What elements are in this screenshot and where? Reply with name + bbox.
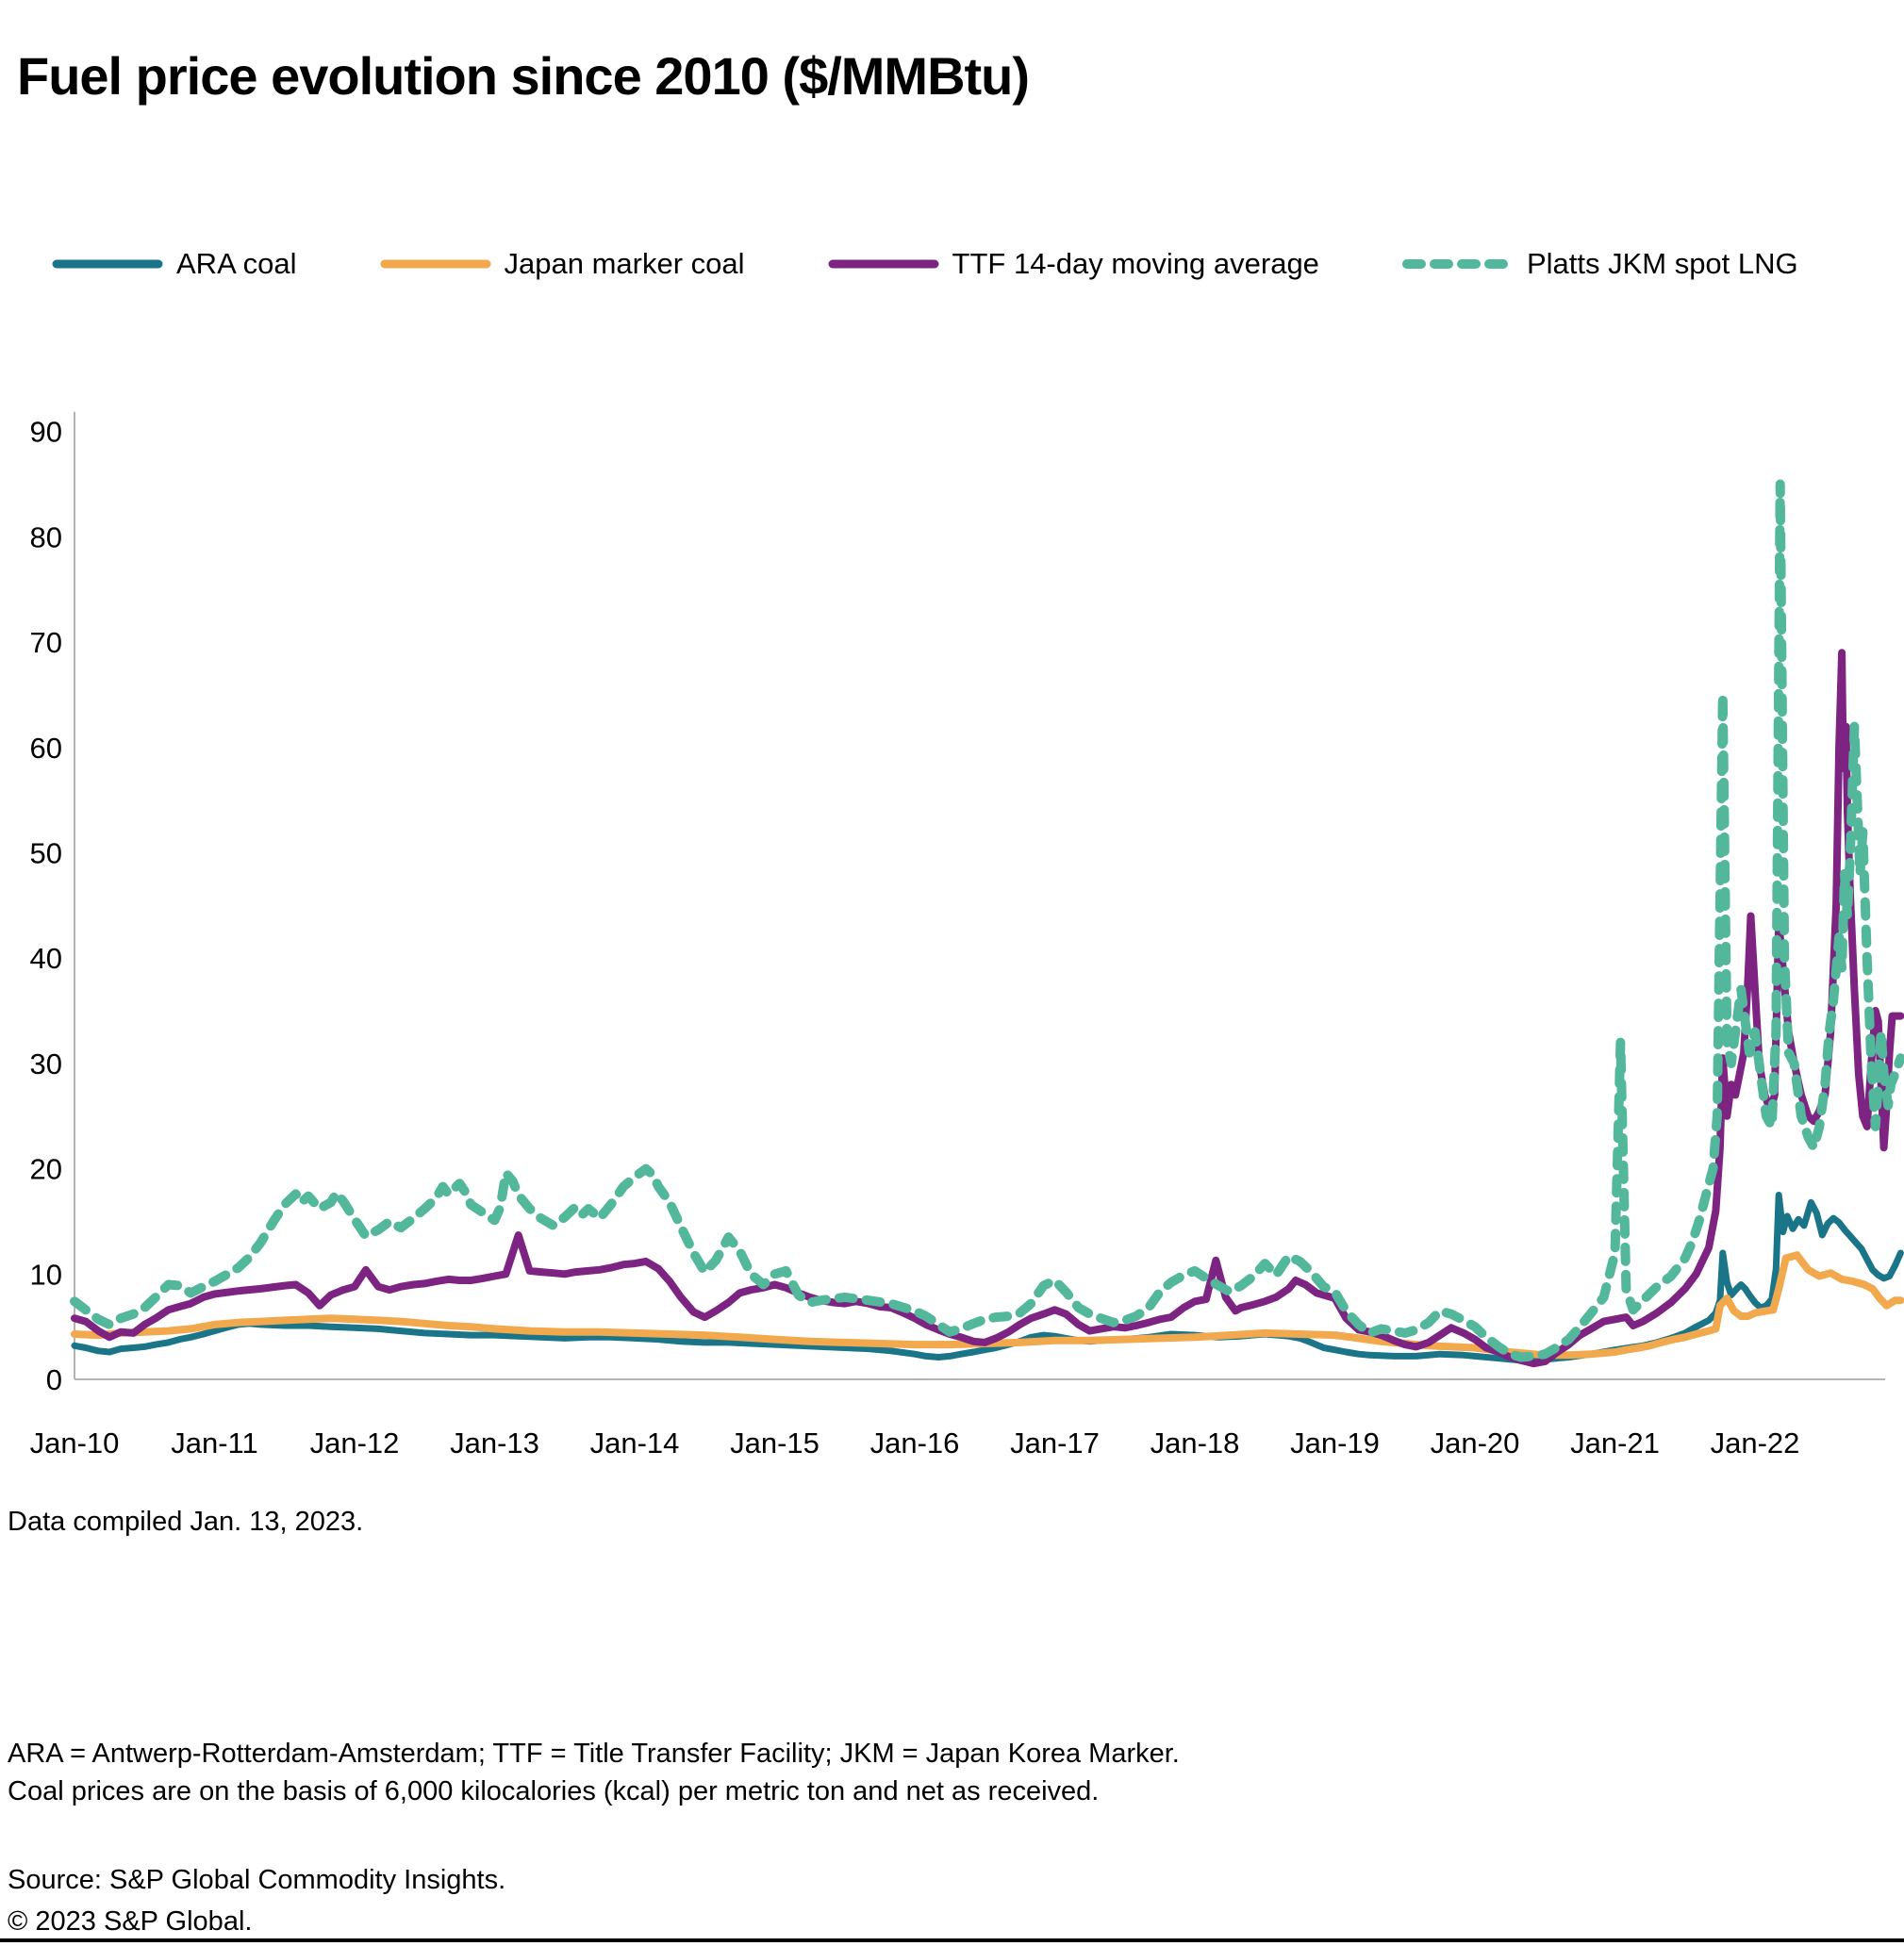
legend-label: Platts JKM spot LNG <box>1526 247 1798 280</box>
legend-label: ARA coal <box>176 247 297 280</box>
bottom-divider <box>0 1938 1904 1942</box>
source-note: Source: S&P Global Commodity Insights. <box>8 1865 506 1895</box>
x-tick-label: Jan-16 <box>870 1427 960 1460</box>
series-line-japan-marker-coal <box>71 1251 1904 1360</box>
y-tick-label: 20 <box>30 1153 62 1186</box>
x-tick-label: Jan-17 <box>1010 1427 1100 1460</box>
data-compiled-note: Data compiled Jan. 13, 2023. <box>8 1507 364 1537</box>
legend-item-ara-coal: ARA coal <box>52 247 297 281</box>
series-line-platts-jkm-spot-lng <box>70 479 1904 1362</box>
y-tick-label: 60 <box>30 732 62 765</box>
footnote: ARA = Antwerp-Rotterdam-Amsterdam; TTF =… <box>8 1735 1180 1810</box>
x-tick-label: Jan-18 <box>1151 1427 1240 1460</box>
legend-label: TTF 14-day moving average <box>952 247 1319 280</box>
chart-legend: ARA coal Japan marker coal TTF 14-day movi… <box>52 247 1895 281</box>
footnote-line-2: Coal prices are on the basis of 6,000 ki… <box>8 1776 1100 1806</box>
x-tick-label: Jan-13 <box>450 1427 539 1460</box>
legend-swatch-icon <box>828 259 939 269</box>
legend-item-japan-marker-coal: Japan marker coal <box>380 247 745 281</box>
x-tick-label: Jan-20 <box>1431 1427 1520 1460</box>
y-tick-label: 30 <box>30 1047 62 1080</box>
x-tick-label: Jan-11 <box>171 1427 258 1460</box>
x-tick-label: Jan-10 <box>30 1427 120 1460</box>
x-tick-label: Jan-21 <box>1570 1427 1660 1460</box>
x-tick-label: Jan-12 <box>310 1427 400 1460</box>
legend-swatch-icon <box>1401 259 1514 269</box>
copyright-note: © 2023 S&P Global. <box>8 1906 253 1937</box>
y-tick-label: 80 <box>30 520 62 553</box>
x-tick-label: Jan-15 <box>730 1427 820 1460</box>
legend-item-ttf-14-day-moving-average: TTF 14-day moving average <box>828 247 1319 281</box>
x-tick-label: Jan-14 <box>590 1427 680 1460</box>
x-tick-label: Jan-19 <box>1290 1427 1380 1460</box>
legend-label: Japan marker coal <box>504 247 745 280</box>
y-tick-label: 90 <box>30 416 62 449</box>
y-tick-label: 10 <box>30 1258 62 1291</box>
y-tick-label: 50 <box>30 837 62 870</box>
y-tick-label: 0 <box>46 1363 62 1396</box>
page-title: Fuel price evolution since 2010 ($/MMBtu… <box>17 45 1030 106</box>
legend-swatch-icon <box>52 259 163 269</box>
legend-item-platts-jkm-spot-lng: Platts JKM spot LNG <box>1401 247 1798 281</box>
footnote-line-1: ARA = Antwerp-Rotterdam-Amsterdam; TTF =… <box>8 1739 1180 1769</box>
legend-swatch-icon <box>380 259 491 269</box>
y-tick-label: 40 <box>30 942 62 975</box>
y-tick-label: 70 <box>30 626 62 659</box>
x-tick-label: Jan-22 <box>1711 1427 1800 1460</box>
